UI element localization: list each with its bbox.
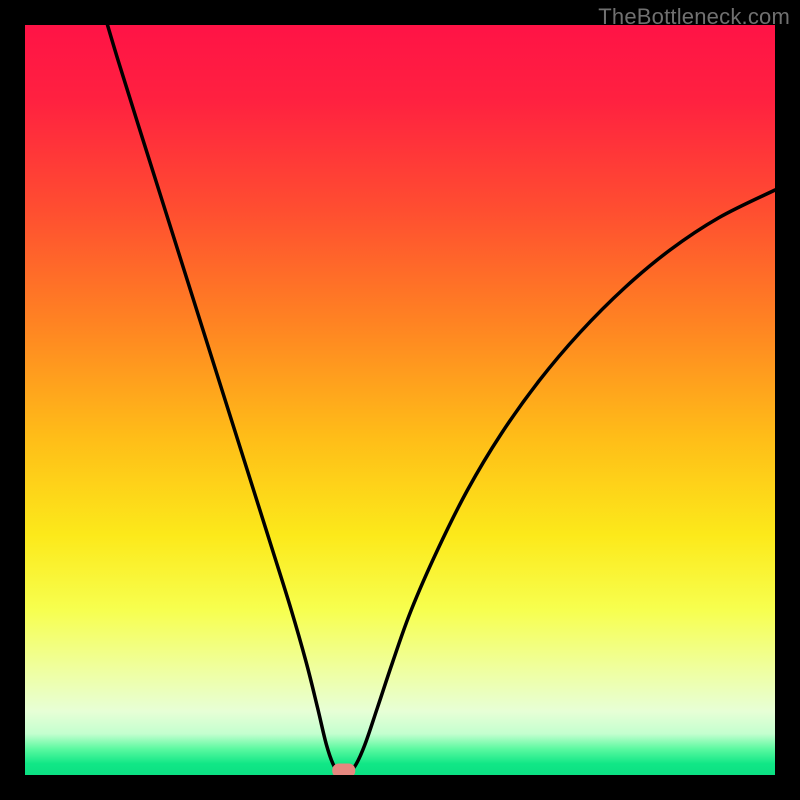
watermark-text: TheBottleneck.com	[598, 4, 790, 30]
bottleneck-chart	[0, 0, 800, 800]
chart-container: TheBottleneck.com	[0, 0, 800, 800]
plot-area	[25, 25, 775, 775]
